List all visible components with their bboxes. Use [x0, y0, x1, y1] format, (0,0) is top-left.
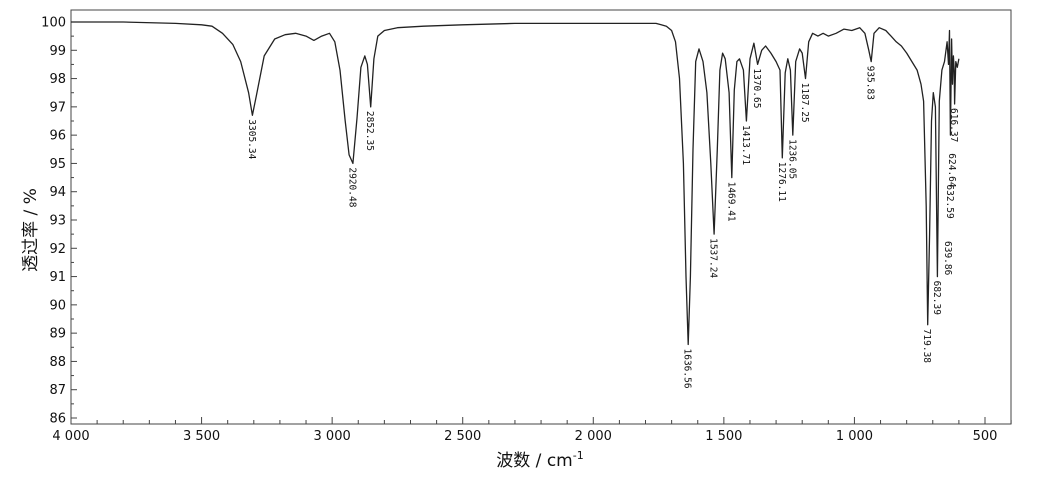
- peak-label: 624.64: [946, 153, 957, 188]
- peak-label: 1413.71: [740, 125, 751, 165]
- peak-label: 1187.25: [799, 83, 810, 123]
- peak-label: 2920.48: [346, 167, 357, 207]
- peak-label: 1636.56: [682, 349, 693, 389]
- peak-label: 719.38: [921, 329, 932, 364]
- y-axis-title: 透过率 / %: [21, 188, 41, 272]
- peak-label: 639.86: [942, 241, 953, 276]
- peak-label: 935.83: [865, 66, 876, 100]
- x-tick-label: 500: [973, 429, 998, 444]
- x-tick-label: 2 000: [575, 429, 612, 444]
- y-tick-label: 91: [49, 270, 66, 285]
- peak-label: 1469.41: [725, 182, 736, 222]
- x-tick-label: 3 000: [314, 429, 351, 444]
- y-tick-label: 87: [49, 383, 66, 398]
- x-tick-label: 2 500: [444, 429, 481, 444]
- peak-labels: 3305.34 2920.48 2852.35 1636.56 1537.24 1469.…: [246, 66, 959, 389]
- y-tick-label: 88: [49, 355, 66, 370]
- y-tick-label: 94: [49, 185, 66, 200]
- y-tick-label: 98: [49, 72, 66, 87]
- x-tick-label: 4 000: [52, 429, 89, 444]
- x-axis-title: 波数 / cm-1: [496, 449, 583, 471]
- x-axis-title-sup: -1: [573, 449, 584, 462]
- peak-label: 1236.05: [786, 139, 797, 179]
- peak-label: 3305.34: [246, 119, 257, 159]
- y-axis-ticks: 86 87 88 89 90 91 92 93 94 95 96 97 98 99 100: [41, 16, 77, 427]
- y-tick-label: 96: [49, 129, 66, 144]
- peak-label: 1370.65: [751, 68, 762, 108]
- peak-label: 616.37: [948, 108, 959, 142]
- y-tick-label: 86: [49, 412, 66, 427]
- y-tick-label: 90: [49, 298, 66, 313]
- peak-label: 682.39: [931, 281, 942, 316]
- x-tick-label: 1 500: [705, 429, 742, 444]
- y-tick-label: 89: [49, 327, 66, 342]
- x-tick-label: 1 000: [836, 429, 873, 444]
- x-tick-label: 3 500: [183, 429, 220, 444]
- peak-label: 632.59: [944, 184, 955, 219]
- peak-label: 2852.35: [364, 111, 375, 151]
- y-tick-label: 95: [49, 157, 66, 172]
- y-tick-label: 92: [49, 242, 66, 257]
- y-tick-label: 100: [41, 16, 66, 31]
- x-axis-title-text: 波数 / cm: [496, 451, 572, 471]
- y-tick-label: 93: [49, 214, 66, 229]
- y-tick-label: 99: [49, 44, 66, 59]
- x-axis-ticks: 4 000 3 500 3 000 2 500 2 000 1 500 1 000 500: [52, 417, 1012, 444]
- spectrum-line: [71, 21, 960, 346]
- y-tick-label: 97: [49, 100, 66, 115]
- peak-label: 1537.24: [708, 238, 719, 278]
- peak-label: 1276.11: [776, 162, 787, 202]
